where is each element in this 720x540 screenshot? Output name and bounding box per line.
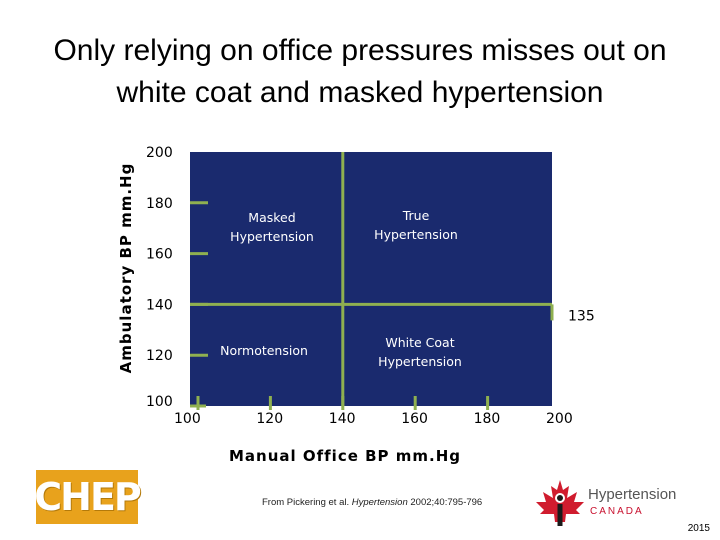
hypertension-logo-sub: CANADA <box>590 506 644 517</box>
citation-suffix: 2002;40:795-796 <box>407 497 483 508</box>
citation-prefix: From Pickering et al. <box>262 497 352 508</box>
x-tick-label: 200 <box>546 411 573 427</box>
quadrant-label-upper-right: True Hypertension <box>374 208 458 242</box>
chep-logo-text: CHEP <box>34 475 141 519</box>
y-tick-label: 200 <box>146 145 173 161</box>
y-tick-label: 120 <box>146 348 173 364</box>
slide-title-line2: white coat and masked hypertension <box>116 76 604 109</box>
x-tick-label: 180 <box>474 411 501 427</box>
citation: From Pickering et al. Hypertension 2002;… <box>262 497 482 508</box>
chep-logo: CHEP <box>34 470 142 524</box>
x-tick-label: 160 <box>401 411 428 427</box>
x-tick-label: 140 <box>329 411 356 427</box>
y-tick-label: 100 <box>146 394 173 410</box>
y-tick-label: 180 <box>146 196 173 212</box>
slide-title: Only relying on office pressures misses … <box>20 30 700 114</box>
quadrant-label-lower-left: Normotension <box>220 343 308 358</box>
y-axis-label: Ambulatory BP mm.Hg <box>117 162 135 374</box>
hypertension-canada-logo: Hypertension CANADA <box>532 478 692 528</box>
y-tick-label: 160 <box>146 247 173 263</box>
maple-leaf-icon <box>536 480 584 526</box>
citation-journal: Hypertension <box>351 497 408 508</box>
x-axis-label: Manual Office BP mm.Hg <box>228 447 462 465</box>
year-label: 2015 <box>687 523 710 534</box>
horizontal-divider-label: 135 <box>568 308 595 324</box>
y-tick-label: 140 <box>146 297 173 313</box>
hypertension-logo-name: Hypertension <box>588 486 677 503</box>
x-tick-label: 100 <box>174 411 201 427</box>
quadrant-label-lower-right: White Coat Hypertension <box>378 335 462 369</box>
x-tick-label: 120 <box>256 411 283 427</box>
quadrant-label-upper-left: Masked Hypertension <box>230 210 314 244</box>
slide-title-line1: Only relying on office pressures misses … <box>53 34 667 67</box>
plot-background <box>190 152 552 406</box>
